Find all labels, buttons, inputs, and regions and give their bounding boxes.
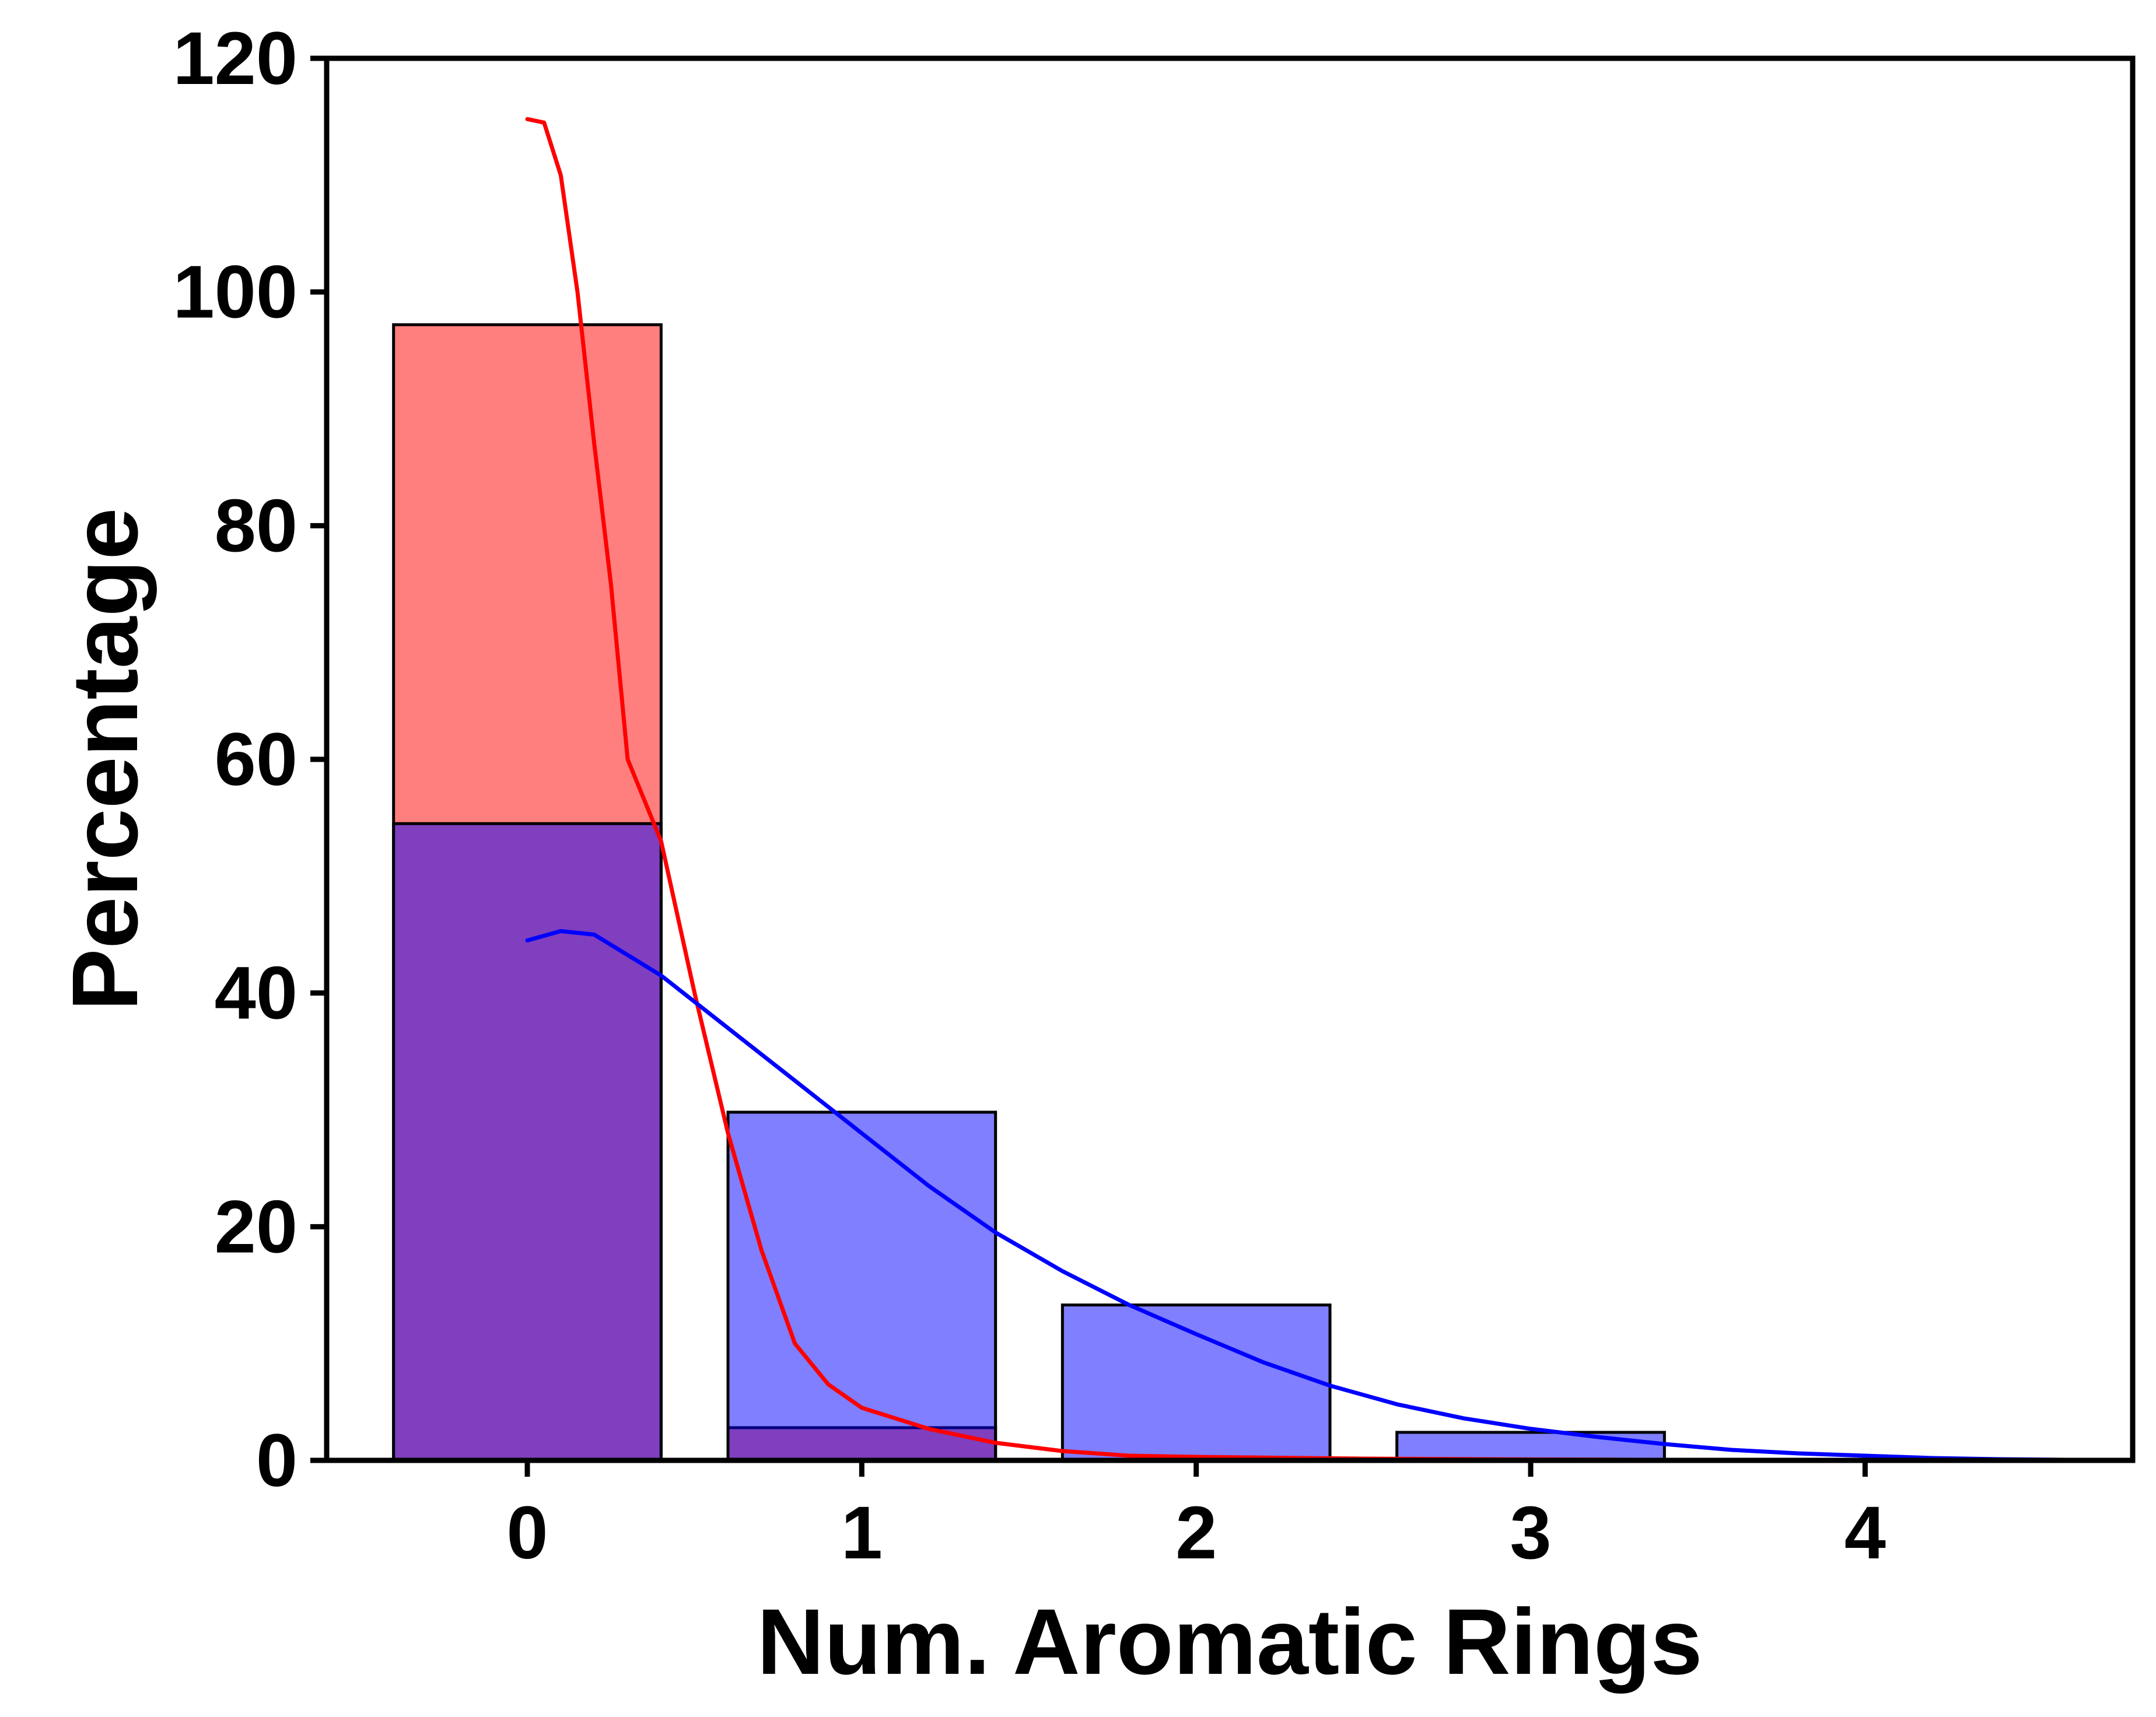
kde-line-series-1 xyxy=(525,929,2068,1462)
x-axis-title: Num. Aromatic Rings xyxy=(757,1589,1703,1694)
x-tick-label: 2 xyxy=(1175,1491,1217,1575)
y-tick-label: 120 xyxy=(173,17,298,100)
y-axis-title: Percentage xyxy=(52,508,157,1011)
bar-series-1-cat-3 xyxy=(1395,1431,1666,1462)
x-tick-label: 0 xyxy=(506,1491,548,1575)
y-tick-label: 20 xyxy=(215,1185,298,1269)
y-tick-label: 40 xyxy=(215,952,298,1035)
bar-series-1-cat-2 xyxy=(1060,1303,1332,1462)
x-tick-label: 3 xyxy=(1510,1491,1551,1575)
x-tick-label: 4 xyxy=(1845,1491,1886,1575)
y-tick-label: 60 xyxy=(215,718,298,801)
x-axis-ticks: 0 1 2 3 4 xyxy=(506,1460,1886,1575)
x-tick-label: 1 xyxy=(841,1491,883,1575)
y-tick-label: 80 xyxy=(215,484,298,567)
y-axis-ticks: 0 20 40 60 80 100 120 xyxy=(173,17,327,1502)
y-tick-label: 0 xyxy=(256,1419,298,1502)
bar-series-1-cat-0 xyxy=(392,822,663,1462)
y-tick-label: 100 xyxy=(173,251,298,334)
bars-layer xyxy=(392,323,1666,1462)
